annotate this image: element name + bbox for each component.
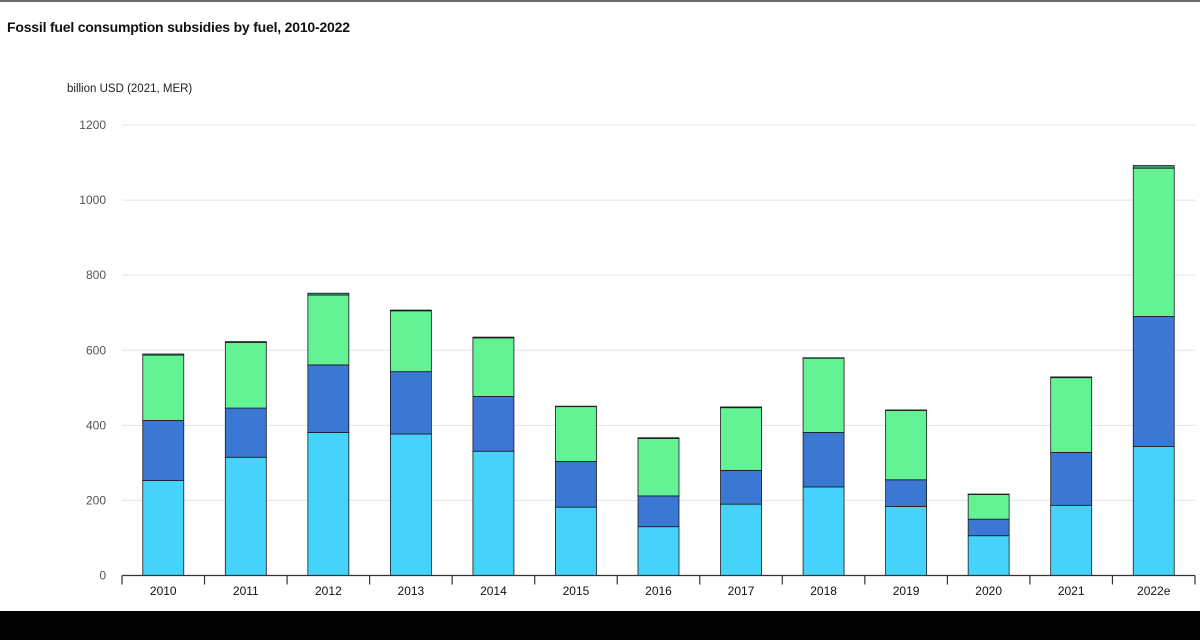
bar-segment [142,420,185,481]
bar-segment [720,469,762,505]
x-tick-label: 2019 [893,584,920,598]
chart-title: Fossil fuel consumption subsidies by fue… [7,19,350,35]
bar-segment [389,309,432,312]
bar-segment [720,503,762,576]
bar-segment [720,406,762,409]
bar-segment [885,409,928,411]
bar-segment [885,506,928,576]
bar-segment [637,526,680,576]
top-rule [0,0,1200,2]
bar-segment [637,437,680,439]
bar-segment [967,518,1010,537]
x-tick-label: 2010 [150,584,177,598]
bar-segment [1132,316,1175,447]
bar-segment [555,460,597,508]
x-tick-label: 2018 [810,584,837,598]
x-tick-label: 2016 [645,584,672,598]
bar-segment [389,433,432,576]
bar-segment [1050,451,1093,506]
bar-segment [142,354,185,421]
bar-segment [555,406,597,462]
bar-segment [802,357,845,359]
bar-segment [802,432,845,488]
x-tick-label: 2015 [563,584,590,598]
y-tick-label: 200 [86,493,106,507]
y-tick-label: 0 [99,569,106,583]
bar-segment [967,535,1010,576]
x-tick-label: 2014 [480,584,507,598]
x-tick-label: 2020 [975,584,1002,598]
bars [142,165,1175,576]
bar-segment [389,310,432,373]
y-tick-label: 400 [86,418,106,432]
y-tick-label: 600 [86,343,106,357]
bar-segment [472,337,515,397]
y-tick-label: 1000 [79,193,106,207]
bar-segment [637,495,680,528]
bar-segment [224,341,267,343]
x-tick-label: 2011 [233,584,259,598]
bar-segment [555,405,597,408]
bar-segment [224,456,267,576]
bar-segment [307,294,350,366]
bar-segment [389,371,432,435]
bar-segment [472,336,515,339]
bottom-bar [0,611,1200,640]
bar-segment [307,432,350,576]
bar-segment [967,494,1010,520]
bar-segment [142,480,185,576]
bar-segment [224,341,267,409]
bar-segment [224,407,267,458]
y-axis-unit-label: billion USD (2021, MER) [67,83,193,95]
bar-segment [142,353,185,356]
bar-segment [1050,377,1093,453]
y-axis-ticks: 0 200 400 600 800 1000 1200 [79,118,106,583]
x-axis: 2010 2011 2012 2013 2014 2015 2016 2017 2018 2019… [121,574,1196,598]
bar-segment [967,493,1010,495]
bar-segment [1050,504,1093,576]
x-tick-label: 2017 [728,584,755,598]
bar-segment [1050,376,1093,379]
y-tick-label: 800 [86,268,106,282]
x-tick-label: 2022e [1137,584,1171,598]
bar-segment [720,407,762,471]
x-tick-label: 2021 [1058,584,1085,598]
bar-segment [885,409,928,481]
bar-segment [307,364,350,433]
bar-segment [885,479,928,507]
x-tick-label: 2012 [315,584,342,598]
bar-segment [472,450,515,576]
bar-segment [1132,165,1175,169]
bar-segment [802,357,845,433]
x-tick-label: 2013 [398,584,425,598]
y-tick-label: 1200 [79,118,106,132]
bar-segment [802,486,845,576]
bar-segment [472,396,515,452]
bar-segment [1132,445,1175,576]
bar-segment [555,506,597,576]
bar-segment [637,438,680,497]
bar-segment [307,292,350,296]
bar-segment [1132,167,1175,317]
